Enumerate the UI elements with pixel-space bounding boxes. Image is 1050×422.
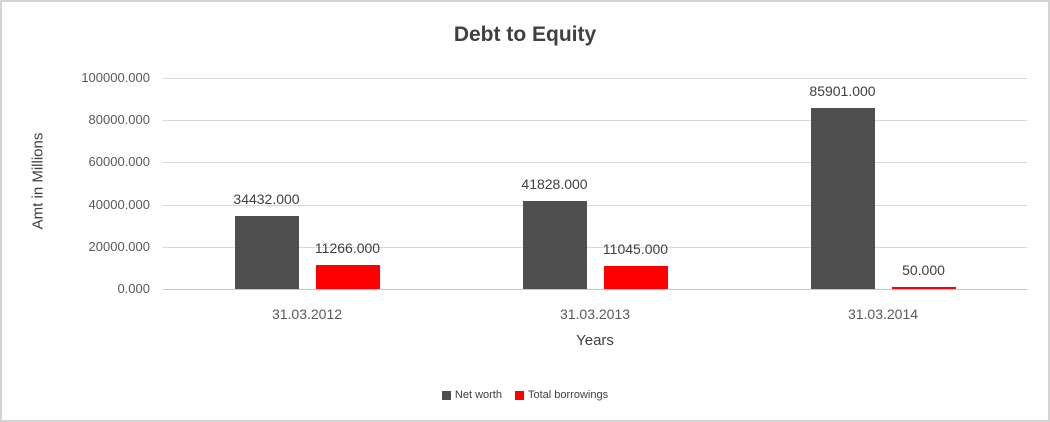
y-tick-label: 80000.000 bbox=[88, 112, 150, 127]
legend-label: Net worth bbox=[454, 389, 502, 401]
legend-swatch-icon bbox=[441, 390, 451, 400]
y-tick-label: 100000.000 bbox=[81, 70, 150, 85]
y-tick-label: 20000.000 bbox=[88, 239, 150, 254]
bar-net-worth bbox=[234, 216, 299, 289]
y-tick-label: 60000.000 bbox=[88, 154, 150, 169]
x-category-label: 31.03.2014 bbox=[847, 306, 919, 322]
legend-item-total-borrowings: Total borrowings bbox=[514, 389, 609, 401]
data-label-net-worth: 41828.000 bbox=[521, 175, 588, 192]
legend-swatch-icon bbox=[514, 390, 524, 400]
gridline bbox=[163, 162, 1027, 163]
gridline bbox=[163, 247, 1027, 248]
x-category-label: 31.03.2013 bbox=[559, 306, 631, 322]
bar-net-worth bbox=[810, 107, 875, 289]
data-label-net-worth: 85901.000 bbox=[809, 82, 876, 99]
data-label-total-borrowings: 11045.000 bbox=[602, 240, 669, 257]
bar-net-worth bbox=[522, 200, 587, 289]
bar-total-borrowings bbox=[315, 265, 380, 289]
y-tick-label: 40000.000 bbox=[88, 197, 150, 212]
legend-item-net-worth: Net worth bbox=[441, 389, 502, 401]
legend-label: Total borrowings bbox=[527, 389, 609, 401]
data-label-net-worth: 34432.000 bbox=[233, 191, 300, 208]
x-axis-title: Years bbox=[576, 332, 614, 349]
bar-total-borrowings bbox=[891, 287, 956, 289]
data-label-total-borrowings: 11266.000 bbox=[314, 240, 381, 257]
chart-title: Debt to Equity bbox=[453, 23, 597, 46]
x-axis-line bbox=[163, 289, 1027, 290]
legend: Net worth Total borrowings bbox=[2, 388, 1048, 402]
gridline bbox=[163, 205, 1027, 206]
bar-total-borrowings bbox=[603, 265, 668, 289]
gridline bbox=[163, 78, 1027, 79]
data-label-total-borrowings: 50.000 bbox=[902, 262, 945, 278]
gridline bbox=[163, 120, 1027, 121]
x-category-label: 31.03.2012 bbox=[271, 306, 343, 322]
y-tick-label: 0.000 bbox=[117, 281, 150, 296]
